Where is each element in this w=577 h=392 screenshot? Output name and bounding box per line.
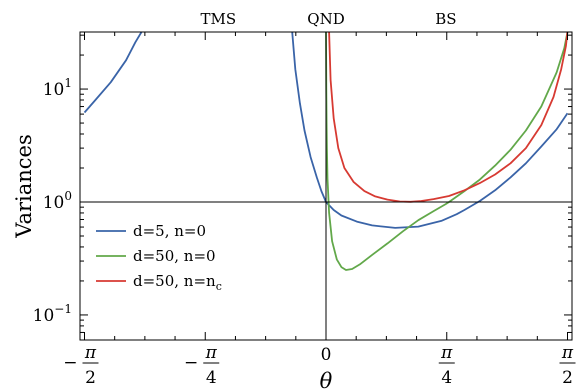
region-labels: TMS QND BS bbox=[201, 10, 457, 28]
series-line-1-segment-1 bbox=[83, 32, 143, 114]
legend-label-3: d=50, n=nc bbox=[133, 272, 222, 293]
x-tick-label-minus-over-2: − π 2 bbox=[63, 343, 99, 388]
x-tick-value: 0 bbox=[321, 345, 332, 365]
legend: d=5, n=0 d=50, n=0 d=50, n=nc bbox=[96, 222, 222, 293]
x-tick-label-over-4: π4 bbox=[438, 343, 455, 388]
x-tick-numerator: π bbox=[205, 343, 218, 363]
x-tick-denominator: 2 bbox=[562, 368, 573, 388]
y-tick-label-10-1: 101 bbox=[43, 76, 72, 100]
region-label-qnd: QND bbox=[307, 10, 344, 28]
x-tick-numerator: π bbox=[440, 343, 453, 363]
y-axis-title: Variances bbox=[12, 134, 36, 239]
x-tick-label-minus-over-4: − π 4 bbox=[184, 343, 220, 388]
legend-label-1: d=5, n=0 bbox=[133, 222, 206, 240]
region-label-tms: TMS bbox=[201, 10, 237, 28]
reference-lines bbox=[80, 32, 572, 340]
series-line-1-segment-2 bbox=[291, 32, 569, 229]
x-tick-numerator: π bbox=[84, 343, 97, 363]
x-axis-title: θ bbox=[320, 369, 333, 392]
y-tick-label-10-0: 100 bbox=[43, 189, 72, 213]
x-tick-label-over-2: π2 bbox=[559, 343, 576, 388]
legend-label-2: d=50, n=0 bbox=[133, 247, 216, 265]
series-line-2-segment-1 bbox=[325, 32, 569, 271]
series-line-3-segment-1 bbox=[328, 32, 569, 203]
x-tick-denominator: 2 bbox=[85, 368, 96, 388]
x-tick-denominator: 4 bbox=[206, 368, 217, 388]
y-tick-label-10-1: 10−1 bbox=[33, 302, 72, 326]
x-tick-sign: − bbox=[184, 353, 198, 373]
x-tick-numerator: π bbox=[561, 343, 574, 363]
x-tick-sign: − bbox=[63, 353, 77, 373]
region-label-bs: BS bbox=[435, 10, 456, 28]
x-tick-denominator: 4 bbox=[441, 368, 452, 388]
data-series bbox=[83, 32, 569, 271]
x-tick-label-0: 0 bbox=[321, 345, 332, 365]
